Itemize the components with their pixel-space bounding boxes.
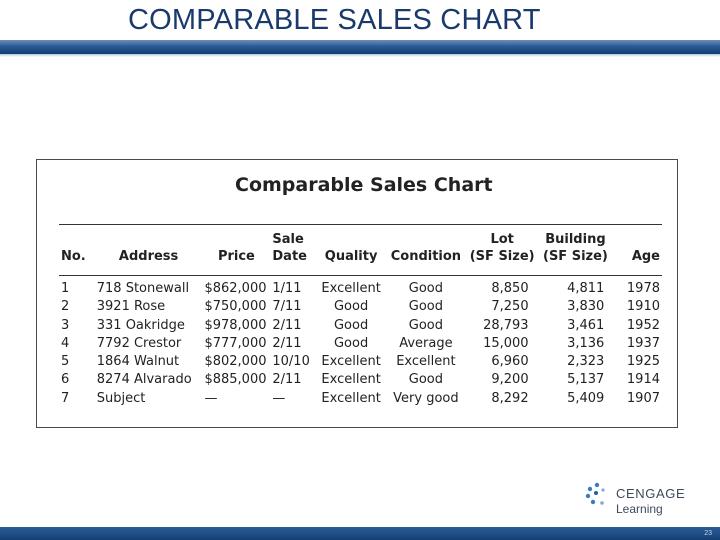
- column-header: No.: [61, 249, 86, 264]
- cell-quality: Excellent: [321, 281, 381, 296]
- cell-no: 3: [61, 317, 70, 333]
- cell-address: 1864 Walnut: [96, 354, 180, 370]
- cell-lot-size: 6,960: [491, 354, 529, 370]
- logo-wordmark: CENGAGE: [616, 486, 686, 501]
- table-header-row: No. Address Price Sale Date Quality Condi…: [59, 231, 662, 272]
- column-header: Age: [631, 249, 660, 264]
- cell-address: 3921 Rose: [96, 299, 166, 315]
- cell-sale-date: 2/11: [272, 372, 302, 388]
- title-band: [0, 40, 720, 54]
- cell-building-size: 4,811: [567, 281, 605, 296]
- cell-no: 7: [61, 390, 70, 406]
- cell-address: 718 Stonewall: [96, 281, 190, 296]
- column-header: Lot (SF Size): [469, 232, 535, 264]
- cell-sale-date: 7/11: [272, 299, 302, 315]
- cell-quality: Good: [333, 335, 369, 351]
- cell-condition: Good: [408, 372, 444, 388]
- page-number: 23: [704, 530, 712, 537]
- cell-building-size: 3,461: [567, 317, 605, 333]
- cell-sale-date: 2/11: [272, 317, 302, 333]
- cell-no: 1: [61, 281, 70, 296]
- cell-sale-date: 10/10: [272, 354, 310, 370]
- cell-age: 1910: [626, 299, 660, 315]
- cell-address: 8274 Alvarado: [96, 372, 192, 388]
- cell-condition: Good: [408, 281, 444, 296]
- cell-sale-date: 1/11: [272, 281, 302, 296]
- cell-quality: Excellent: [321, 390, 381, 406]
- table-heading: Comparable Sales Chart: [235, 174, 493, 196]
- table-header-rule: [59, 275, 662, 276]
- cell-quality: Excellent: [321, 372, 381, 388]
- comparable-sales-table: No. Address Price Sale Date Quality Condi…: [59, 231, 662, 408]
- cell-price: $802,000: [204, 354, 267, 370]
- cengage-logo: CENGAGE Learning: [584, 481, 694, 519]
- table-row: 4 7792 Crestor $777,000 2/11 Good Average 15,0…: [59, 335, 662, 353]
- cell-building-size: 3,136: [567, 335, 605, 351]
- cell-price: $978,000: [204, 317, 267, 333]
- cell-age: 1952: [626, 317, 660, 333]
- cell-no: 6: [61, 372, 70, 388]
- cell-condition: Very good: [393, 390, 459, 406]
- cell-lot-size: 15,000: [483, 335, 529, 351]
- cell-address: 331 Oakridge: [96, 317, 185, 333]
- cell-building-size: 5,409: [567, 390, 605, 406]
- cell-quality: Good: [333, 317, 369, 333]
- cell-condition: Excellent: [396, 354, 456, 370]
- table-row: 7 Subject — — Excellent Very good 8,292 5,409 19…: [59, 390, 662, 408]
- logo-subtitle: Learning: [616, 502, 663, 516]
- cell-no: 5: [61, 354, 70, 370]
- cell-sale-date: 2/11: [272, 335, 302, 351]
- column-header: Address: [118, 249, 179, 264]
- table-row: 6 8274 Alvarado $885,000 2/11 Excellent Good 9…: [59, 371, 662, 389]
- cell-age: 1914: [626, 372, 660, 388]
- cell-price: $862,000: [204, 281, 267, 296]
- cell-quality: Excellent: [321, 354, 381, 370]
- cell-lot-size: 28,793: [483, 317, 529, 333]
- comparable-sales-table-figure: Comparable Sales Chart No. Address Price…: [36, 159, 678, 428]
- table-row: 5 1864 Walnut $802,000 10/10 Excellent Excell…: [59, 353, 662, 371]
- title-band-shadow: [0, 54, 720, 57]
- cell-lot-size: 7,250: [491, 299, 529, 315]
- cell-age: 1978: [626, 281, 660, 296]
- cell-lot-size: 8,292: [491, 390, 529, 406]
- cell-lot-size: 8,850: [491, 281, 529, 296]
- cell-building-size: 5,137: [567, 372, 605, 388]
- table-row: 1 718 Stonewall $862,000 1/11 Excellent Good 8…: [59, 272, 662, 298]
- cell-building-size: 3,830: [567, 299, 605, 315]
- cell-condition: Good: [408, 317, 444, 333]
- table-top-rule: [59, 224, 662, 225]
- footer-band: [0, 527, 720, 540]
- cell-address: Subject: [96, 390, 146, 406]
- cell-price: $777,000: [204, 335, 267, 351]
- table-row: 3 331 Oakridge $978,000 2/11 Good Good 28,793 3…: [59, 317, 662, 335]
- column-header: Sale Date: [272, 232, 307, 264]
- cell-price: $750,000: [204, 299, 267, 315]
- cell-sale-date: —: [272, 390, 286, 406]
- cell-building-size: 2,323: [567, 354, 605, 370]
- cell-address: 7792 Crestor: [96, 335, 182, 351]
- cell-price: —: [204, 390, 218, 406]
- cell-no: 4: [61, 335, 70, 351]
- column-header: Price: [217, 249, 255, 264]
- column-header: Building (SF Size): [543, 232, 608, 264]
- cell-age: 1937: [626, 335, 660, 351]
- cell-age: 1925: [626, 354, 660, 370]
- column-header: Condition: [390, 249, 462, 264]
- cell-age: 1907: [626, 390, 660, 406]
- column-header: Quality: [324, 249, 378, 264]
- cell-condition: Good: [408, 299, 444, 315]
- cell-no: 2: [61, 299, 70, 315]
- cengage-logo-icon: [585, 482, 605, 505]
- cell-condition: Average: [399, 335, 453, 351]
- table-body: 1 718 Stonewall $862,000 1/11 Excellent Good 8…: [59, 272, 662, 408]
- cell-lot-size: 9,200: [491, 372, 529, 388]
- cell-price: $885,000: [204, 372, 267, 388]
- cell-quality: Good: [333, 299, 369, 315]
- slide-title: COMPARABLE SALES CHART: [128, 4, 541, 36]
- table-row: 2 3921 Rose $750,000 7/11 Good Good 7,250 3,830…: [59, 298, 662, 316]
